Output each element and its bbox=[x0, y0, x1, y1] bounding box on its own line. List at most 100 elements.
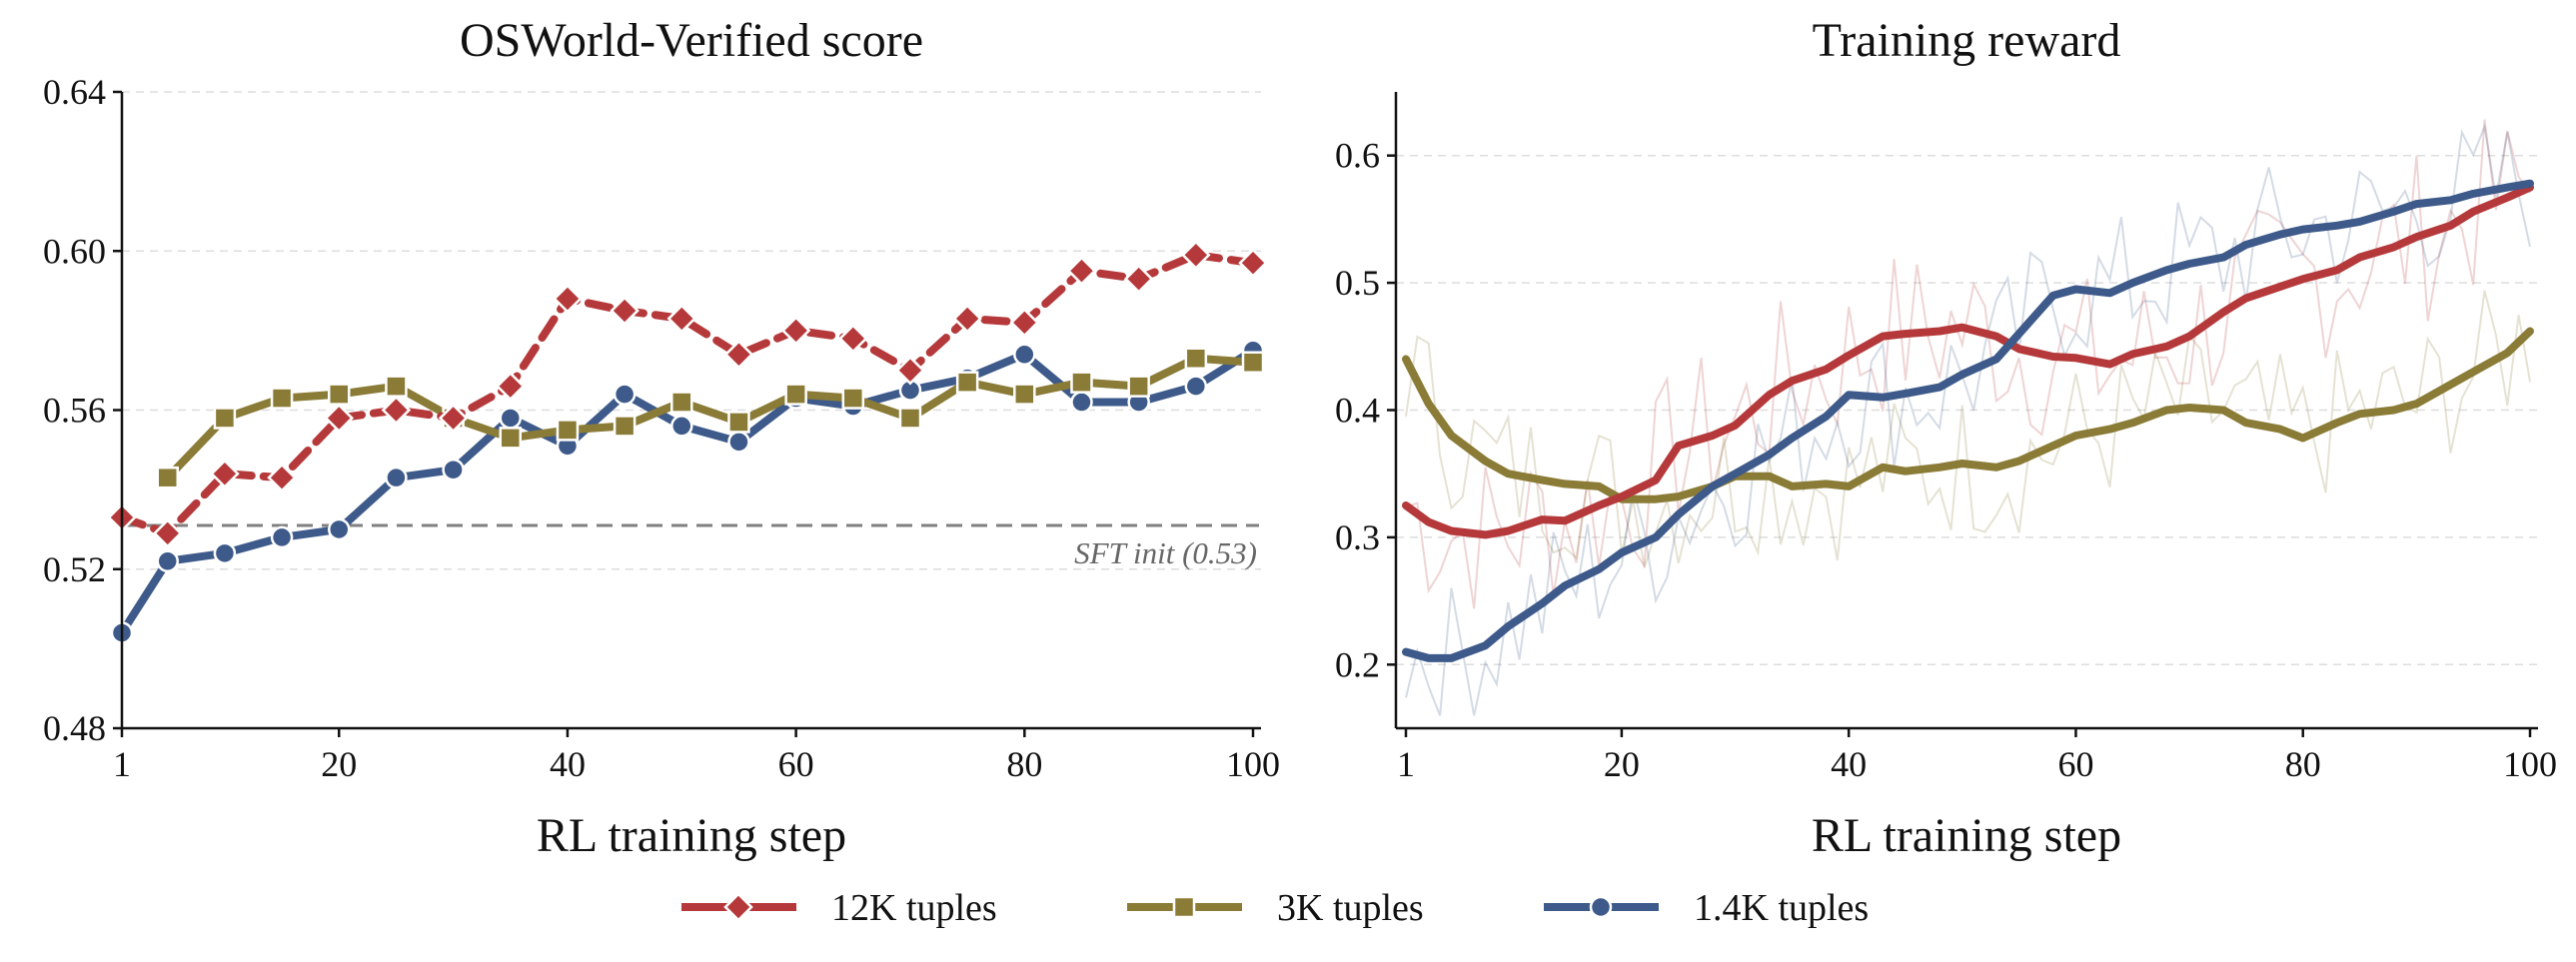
data-point bbox=[381, 395, 412, 426]
data-point bbox=[267, 463, 297, 492]
data-point bbox=[898, 407, 922, 430]
data-point bbox=[270, 525, 294, 549]
x-tick-label: 100 bbox=[1226, 744, 1280, 784]
data-point bbox=[156, 466, 179, 489]
data-point bbox=[1181, 240, 1211, 270]
data-point bbox=[210, 459, 240, 488]
legend: 12K tuples 3K tuples 1.4K tuples bbox=[681, 887, 1869, 929]
data-point bbox=[213, 541, 237, 565]
data-point bbox=[895, 355, 925, 386]
legend-label: 12K tuples bbox=[831, 887, 997, 929]
x-tick-label: 60 bbox=[2057, 744, 2093, 784]
legend-marker bbox=[1172, 895, 1196, 919]
legend-item: 12K tuples bbox=[681, 887, 997, 929]
x-tick-label: 20 bbox=[1604, 744, 1640, 784]
data-point bbox=[666, 304, 697, 334]
x-tick-label: 40 bbox=[1831, 744, 1867, 784]
left-x-ticks: 1 20 40 60 80 100 bbox=[113, 728, 1280, 784]
data-point bbox=[610, 296, 640, 326]
raw-trace bbox=[1405, 123, 2531, 716]
data-point bbox=[328, 383, 351, 406]
data-point bbox=[1013, 343, 1036, 367]
x-tick-label: 40 bbox=[550, 744, 586, 784]
legend-item: 3K tuples bbox=[1127, 887, 1424, 929]
y-tick-label: 0.6 bbox=[1335, 136, 1380, 176]
y-tick-label: 0.4 bbox=[1335, 391, 1380, 431]
y-tick-label: 0.52 bbox=[43, 549, 106, 589]
data-point bbox=[1009, 308, 1040, 338]
x-tick-label: 1 bbox=[1397, 744, 1415, 784]
y-tick-label: 0.3 bbox=[1335, 517, 1380, 557]
data-point bbox=[727, 431, 750, 454]
legend-marker bbox=[723, 892, 753, 922]
right-x-axis-label: RL training step bbox=[1812, 809, 2121, 862]
data-point bbox=[385, 466, 408, 489]
data-point bbox=[1238, 248, 1268, 278]
data-point bbox=[727, 411, 750, 434]
data-point bbox=[438, 403, 469, 434]
data-point bbox=[1066, 256, 1097, 286]
data-point bbox=[495, 371, 526, 402]
data-point bbox=[613, 383, 637, 406]
left-chart-title: OSWorld-Verified score bbox=[460, 14, 923, 67]
data-point bbox=[270, 387, 294, 410]
data-point bbox=[1123, 264, 1154, 294]
x-tick-label: 20 bbox=[321, 744, 357, 784]
smoothed-line-12k-tuples bbox=[1402, 183, 2534, 539]
y-tick-label: 0.64 bbox=[43, 72, 106, 112]
data-point bbox=[152, 518, 183, 548]
data-point bbox=[780, 316, 811, 346]
x-tick-label: 80 bbox=[1006, 744, 1042, 784]
osworld-score-panel: OSWorld-Verified score SFT init (0.53) 0… bbox=[43, 14, 1280, 862]
data-point bbox=[156, 549, 179, 573]
training-reward-panel: Training reward 0.2 0.3 0.4 0.5 0.6 1 20 40 60 8… bbox=[1335, 14, 2557, 862]
data-point bbox=[328, 517, 351, 541]
data-point bbox=[1070, 391, 1093, 414]
legend-label: 1.4K tuples bbox=[1694, 887, 1869, 929]
data-point bbox=[723, 339, 754, 370]
data-point bbox=[1184, 347, 1208, 370]
data-point bbox=[1013, 383, 1036, 406]
left-y-ticks: 0.48 0.52 0.56 0.60 0.64 bbox=[43, 72, 122, 748]
left-x-axis-label: RL training step bbox=[537, 809, 846, 862]
right-x-ticks: 1 20 40 60 80 100 bbox=[1397, 728, 2557, 784]
data-point bbox=[385, 375, 408, 398]
data-point bbox=[952, 304, 982, 334]
data-point bbox=[841, 387, 865, 410]
data-point bbox=[442, 458, 465, 481]
series-line-12k-tuples bbox=[118, 251, 1257, 537]
data-point bbox=[1184, 375, 1208, 398]
data-point bbox=[499, 427, 523, 450]
data-point bbox=[499, 407, 523, 430]
data-point bbox=[1241, 351, 1265, 374]
right-gridlines bbox=[1396, 154, 2538, 666]
raw-trace bbox=[1405, 119, 2531, 609]
smoothed-line-3k-tuples bbox=[1402, 327, 2534, 503]
data-point bbox=[955, 371, 979, 394]
data-point bbox=[784, 383, 807, 406]
data-point bbox=[613, 415, 637, 438]
legend-marker bbox=[1589, 895, 1613, 919]
smoothed-line-1-4k-tuples bbox=[1402, 179, 2534, 662]
x-tick-label: 1 bbox=[113, 744, 131, 784]
data-point bbox=[556, 419, 580, 442]
data-point bbox=[670, 391, 693, 414]
data-point bbox=[213, 407, 237, 430]
legend-label: 3K tuples bbox=[1277, 887, 1424, 929]
y-tick-label: 0.48 bbox=[43, 708, 106, 748]
y-tick-label: 0.2 bbox=[1335, 644, 1380, 684]
right-y-ticks: 0.2 0.3 0.4 0.5 0.6 bbox=[1335, 136, 1396, 684]
data-point bbox=[838, 324, 868, 354]
right-chart-title: Training reward bbox=[1813, 14, 2121, 67]
data-point bbox=[670, 415, 693, 438]
right-series bbox=[1402, 179, 2534, 662]
sft-init-label: SFT init (0.53) bbox=[1074, 535, 1257, 570]
legend-item: 1.4K tuples bbox=[1544, 887, 1869, 929]
x-tick-label: 80 bbox=[2285, 744, 2321, 784]
left-series bbox=[107, 240, 1268, 644]
data-point bbox=[324, 403, 355, 434]
data-point bbox=[1127, 375, 1150, 398]
data-point bbox=[1070, 371, 1093, 394]
left-gridlines bbox=[122, 91, 1261, 570]
